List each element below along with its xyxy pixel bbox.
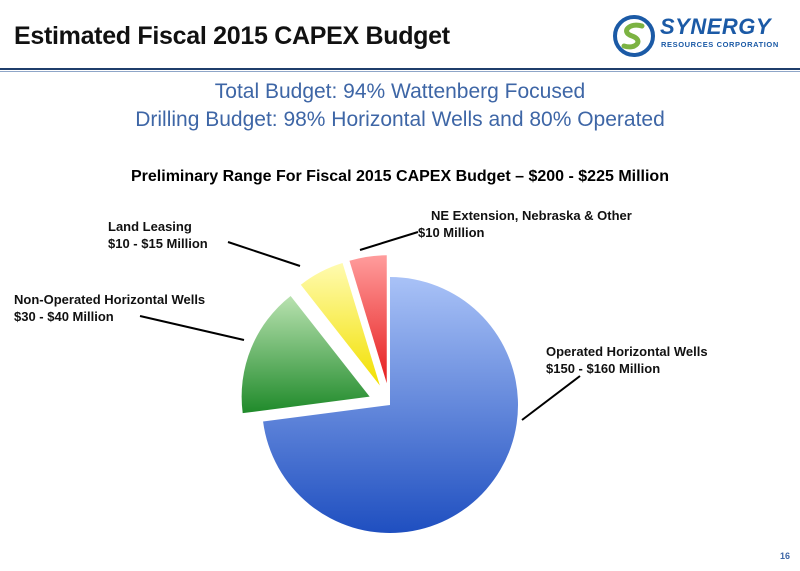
page-title: Estimated Fiscal 2015 CAPEX Budget [14, 22, 450, 50]
leader-line-operated [521, 375, 581, 421]
chart-title: Preliminary Range For Fiscal 2015 CAPEX … [131, 168, 669, 185]
title-divider-thin [0, 71, 800, 72]
synergy-swoosh-icon [613, 15, 655, 57]
leader-line-non-operated [139, 315, 245, 341]
leader-line-ne-extension [359, 231, 419, 251]
pie-slice-operated-horizontal-wells [263, 277, 518, 533]
logo-tagline: RESOURCES CORPORATION [661, 40, 779, 49]
slice-value: $10 - $15 Million [108, 236, 208, 251]
slice-label-land-leasing: Land Leasing $10 - $15 Million [108, 218, 208, 252]
slice-name: NE Extension, Nebraska & Other [431, 208, 632, 223]
slice-name: Operated Horizontal Wells [546, 344, 708, 359]
slice-value: $30 - $40 Million [14, 309, 114, 324]
company-logo: SYNERGY RESOURCES CORPORATION [612, 14, 792, 60]
slice-label-ne-extension: NE Extension, Nebraska & Other $10 Milli… [418, 207, 632, 241]
pie-slice-non-operated-horizontal-wells [241, 295, 370, 414]
subtitle-line-1: Total Budget: 94% Wattenberg Focused [214, 80, 586, 103]
slice-label-operated-horizontal-wells: Operated Horizontal Wells $150 - $160 Mi… [546, 343, 708, 377]
slice-value: $10 Million [418, 225, 485, 240]
page-number: 16 [779, 551, 790, 561]
slice-value: $150 - $160 Million [546, 361, 661, 376]
slice-label-non-operated-horizontal-wells: Non-Operated Horizontal Wells $30 - $40 … [14, 291, 205, 325]
pie-slice-ne-extension [349, 255, 387, 384]
leader-line-land-leasing [227, 241, 301, 267]
logo-wordmark: SYNERGY [660, 14, 772, 39]
subtitle-line-2: Drilling Budget: 98% Horizontal Wells an… [135, 108, 665, 131]
slice-name: Non-Operated Horizontal Wells [14, 292, 206, 307]
slice-name: Land Leasing [108, 219, 192, 234]
title-divider [0, 68, 800, 70]
pie-slice-land-leasing [300, 263, 380, 386]
